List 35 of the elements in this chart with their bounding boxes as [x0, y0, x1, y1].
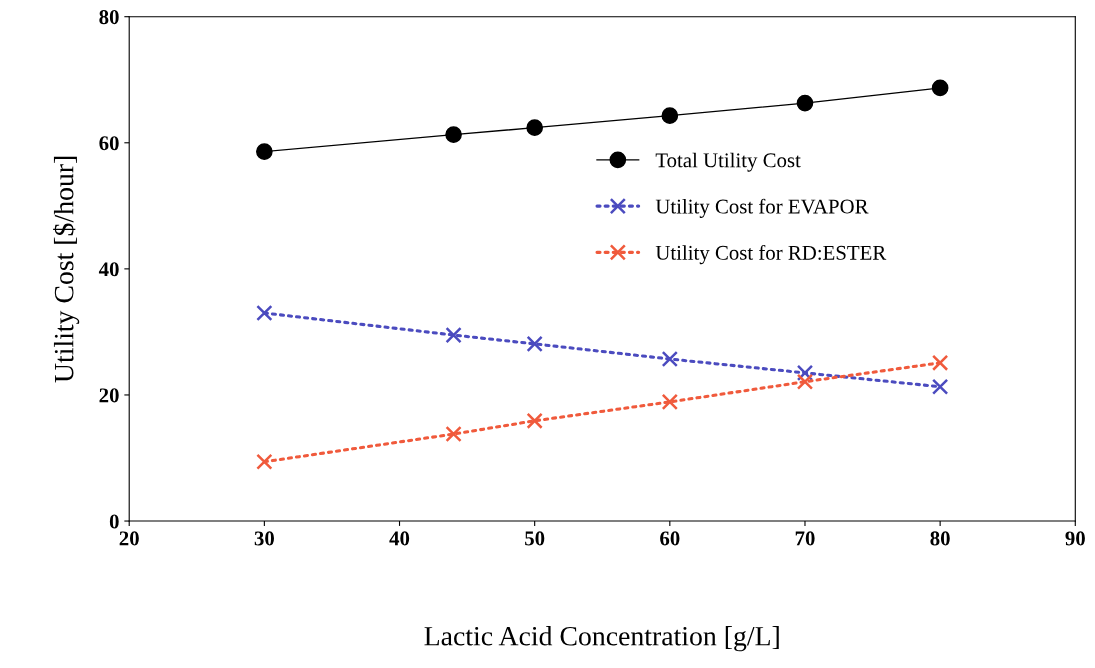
- x-tick-label: 70: [795, 531, 815, 546]
- legend-label: Total Utility Cost: [655, 152, 801, 172]
- point: [526, 412, 543, 429]
- x-tick-label: 30: [254, 531, 274, 546]
- x-tick-label: 40: [389, 531, 410, 546]
- point: [661, 393, 679, 411]
- point: [256, 304, 273, 322]
- x-tick-label: 80: [930, 531, 950, 546]
- point: [256, 453, 273, 470]
- x-tick-label: 90: [1065, 531, 1085, 546]
- point: [445, 425, 462, 443]
- y-tick-label: 40: [98, 262, 119, 277]
- point: [526, 119, 544, 136]
- point: [445, 326, 462, 344]
- legend-label: Utility Cost for RD:ESTER: [655, 244, 887, 265]
- point: [796, 373, 814, 390]
- x-tick-label: 60: [660, 531, 680, 546]
- legend-label: Utility Cost for EVAPOR: [655, 198, 869, 218]
- point: [796, 94, 814, 112]
- point: [661, 107, 679, 125]
- point: [931, 79, 949, 97]
- point: [931, 354, 949, 371]
- y-tick-label: 60: [99, 136, 119, 151]
- point: [931, 378, 949, 395]
- x-tick-label: 20: [119, 531, 139, 546]
- point: [445, 126, 462, 143]
- x-axis-title: Lactic Acid Concentration [g/L]: [424, 626, 779, 652]
- y-tick-label: 80: [99, 10, 119, 25]
- point: [256, 143, 273, 160]
- y-tick-label: 0: [109, 514, 119, 529]
- y-axis-title: Utility Cost [$/hour]: [53, 156, 80, 383]
- x-tick-label: 50: [525, 531, 545, 546]
- point: [526, 335, 543, 353]
- y-tick-label: 20: [99, 388, 119, 403]
- point: [661, 350, 679, 368]
